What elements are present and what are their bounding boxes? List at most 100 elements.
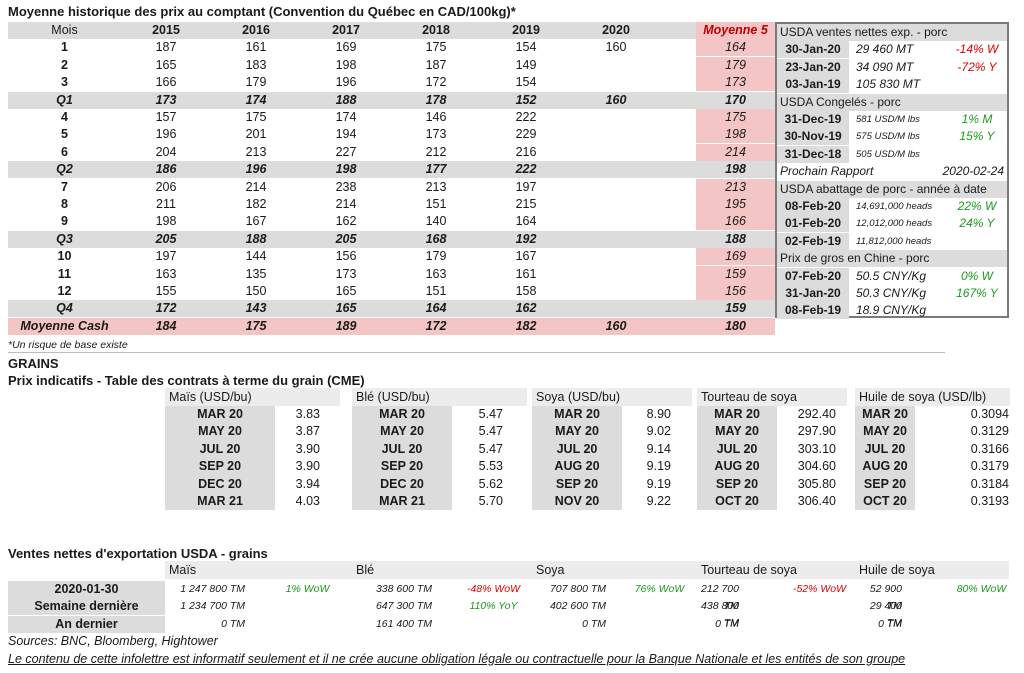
row-label: 4: [61, 110, 68, 124]
value-cell: 201: [245, 127, 267, 142]
value-cell: 213: [425, 179, 447, 194]
main-table-title: Moyenne historique des prix au comptant …: [8, 4, 516, 19]
column-header: 2016: [242, 23, 270, 37]
five-year-average: 156: [696, 283, 775, 300]
contract-month: MAR 21: [352, 493, 452, 511]
panel-change: 24% Y: [959, 216, 995, 231]
grain-column-header: Blé (USD/bu): [352, 388, 527, 406]
value-cell: 213: [245, 144, 267, 159]
contract-price: 3.94: [295, 476, 320, 491]
next-report-row: Prochain Rapport 2020-02-24: [777, 163, 1007, 180]
value-cell: 187: [425, 57, 447, 72]
contract-price: 4.03: [295, 494, 320, 508]
contract-price: 3.90: [295, 459, 320, 474]
value-cell: 162: [515, 301, 537, 316]
panel-value: 14,691,000 heads: [856, 201, 933, 212]
contract-month: MAR 20: [697, 406, 777, 424]
panel-row: 08-Feb-19 18.9 CNY/Kg: [777, 302, 1007, 320]
table-row: 9 198 167 162 140 164 166: [8, 213, 775, 231]
five-year-average: 175: [696, 109, 775, 126]
row-label: 11: [57, 266, 72, 281]
panel-section-title: USDA ventes nettes exp. - porc: [777, 24, 1007, 41]
panel-row: 07-Feb-20 50.5 CNY/Kg 0% W: [777, 267, 1007, 285]
value-cell: 197: [155, 249, 177, 264]
value-cell: 172: [155, 301, 177, 316]
contract-price: 9.14: [646, 441, 671, 456]
value-cell: 177: [425, 162, 447, 177]
value-cell: 222: [515, 162, 537, 177]
value-cell: 174: [245, 92, 267, 107]
panel-change: 1% M: [961, 112, 993, 126]
export-row-label: 2020-01-30: [8, 581, 165, 598]
panel-change: -72% Y: [957, 59, 997, 74]
five-year-average: 164: [696, 39, 775, 57]
value-cell: 238: [335, 179, 357, 194]
value-cell: 151: [425, 284, 447, 298]
value-cell: 175: [245, 110, 267, 124]
contract-price: 3.87: [295, 424, 320, 439]
value-cell: 229: [515, 127, 537, 142]
table-row: 11 163 135 173 163 161 159: [8, 265, 775, 283]
row-label: 12: [57, 284, 72, 298]
value-cell: [571, 196, 661, 213]
grains-subtitle: Prix indicatifs - Table des contrats à t…: [8, 373, 365, 388]
value-cell: 188: [245, 231, 267, 246]
panel-date: 30-Jan-20: [777, 41, 849, 59]
panel-change: 15% Y: [959, 129, 995, 144]
table-row: 4 157 175 174 146 222 175: [8, 109, 775, 126]
value-cell: 184: [155, 318, 177, 333]
export-change: -52% WoW: [792, 583, 847, 595]
five-year-average: 214: [696, 143, 775, 161]
five-year-average: 159: [725, 301, 746, 316]
contract-price: 306.40: [797, 494, 836, 508]
value-cell: 206: [155, 179, 177, 194]
contract-month: SEP 20: [697, 475, 777, 493]
column-header: 2015: [152, 23, 180, 37]
panel-value: 50.5 CNY/Kg: [856, 268, 927, 283]
contract-price: 5.70: [478, 494, 503, 508]
row-label: Q3: [56, 231, 73, 246]
value-cell: 187: [155, 40, 177, 55]
export-value: 0 TM: [582, 617, 606, 630]
table-row: Q3 205 188 205 168 192 188: [8, 230, 775, 248]
export-change: 76% WoW: [634, 583, 685, 595]
value-cell: 174: [335, 110, 357, 124]
contract-price: 3.83: [295, 407, 320, 421]
row-label: Moyenne Cash: [20, 318, 109, 333]
table-row: Q2 186 196 198 177 222 198: [8, 161, 775, 179]
contract-price: 303.10: [797, 441, 836, 456]
value-cell: [571, 179, 661, 196]
row-label: 3: [61, 75, 68, 90]
value-cell: 149: [515, 57, 537, 72]
value-cell: [571, 126, 661, 143]
panel-row: 31-Dec-18 505 USD/M lbs: [777, 145, 1007, 163]
value-cell: 165: [335, 284, 357, 298]
grain-column-header: Soya (USD/bu): [532, 388, 692, 406]
export-value: 438 800 TM: [701, 600, 739, 630]
export-change: -48% WoW: [466, 583, 521, 595]
panel-value: 18.9 CNY/Kg: [856, 303, 927, 318]
column-header-moyenne: Moyenne 5: [696, 22, 775, 39]
contract-price: 5.62: [478, 476, 503, 491]
contract-month: SEP 20: [352, 458, 452, 476]
panel-date: 02-Feb-19: [777, 232, 849, 250]
contract-price: 0.3184: [970, 476, 1009, 491]
five-year-average: 169: [696, 248, 775, 266]
table-row: Q4 172 143 165 164 162 159: [8, 300, 775, 318]
value-cell: 152: [515, 92, 537, 107]
contract-price: 304.60: [797, 459, 836, 474]
value-cell: 163: [155, 266, 177, 281]
export-change: 1% WoW: [285, 583, 330, 595]
value-cell: [571, 283, 661, 300]
panel-value: 11,812,000 heads: [856, 235, 932, 247]
grain-column-header: Huile de soya (USD/lb): [855, 388, 1010, 406]
value-cell: 155: [155, 284, 177, 298]
row-label: Q4: [56, 301, 73, 316]
contract-month: MAY 20: [165, 423, 275, 441]
value-cell: [571, 231, 661, 248]
contract-price: 3.90: [295, 441, 320, 456]
contract-month: MAR 21: [165, 493, 275, 511]
panel-value: 575 USD/M lbs: [856, 131, 920, 143]
row-label: 8: [61, 197, 68, 211]
value-cell: 196: [155, 127, 177, 142]
